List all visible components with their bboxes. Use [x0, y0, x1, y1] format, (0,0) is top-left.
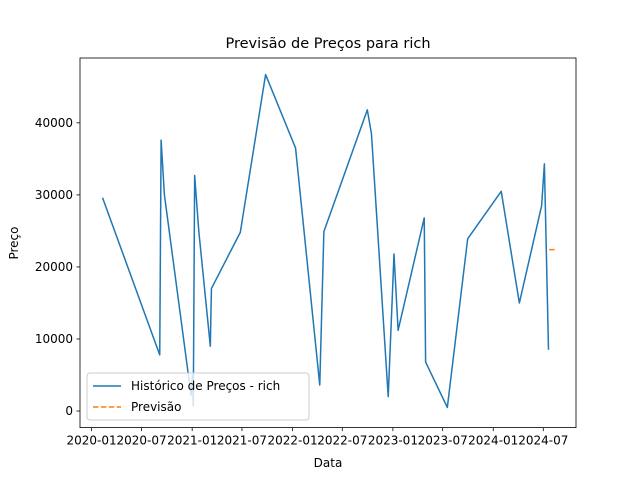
- x-tick-label: 2023-01: [368, 434, 418, 448]
- y-tick-label: 30000: [35, 188, 73, 202]
- x-tick-label: 2024-07: [518, 434, 568, 448]
- x-tick-label: 2022-07: [317, 434, 367, 448]
- y-axis-ticks: 0 10000 20000 30000 40000: [35, 116, 80, 418]
- plot-area-frame: [79, 57, 577, 429]
- y-tick-label: 40000: [35, 116, 73, 130]
- x-tick-label: 2023-07: [418, 434, 468, 448]
- legend-label-previsao: Previsão: [131, 400, 181, 414]
- y-axis-label: Preço: [7, 226, 21, 259]
- x-tick-label: 2022-01: [267, 434, 317, 448]
- x-tick-label: 2020-07: [117, 434, 167, 448]
- y-tick-label: 10000: [35, 332, 73, 346]
- x-tick-label: 2024-01: [468, 434, 518, 448]
- x-tick-label: 2020-01: [66, 434, 116, 448]
- x-axis-ticks: 2020-01 2020-07 2021-01 2021-07 2022-01 2022-…: [66, 427, 568, 448]
- x-tick-label: 2021-07: [217, 434, 267, 448]
- x-axis-label: Data: [314, 456, 343, 470]
- legend: Histórico de Preços - rich Previsão: [86, 372, 310, 421]
- y-tick-label: 0: [65, 404, 73, 418]
- legend-box: [86, 372, 310, 421]
- legend-label-historico: Histórico de Preços - rich: [131, 379, 280, 393]
- x-tick-label: 2021-01: [167, 434, 217, 448]
- chart-title: Previsão de Preços para rich: [225, 36, 430, 52]
- y-tick-label: 20000: [35, 260, 73, 274]
